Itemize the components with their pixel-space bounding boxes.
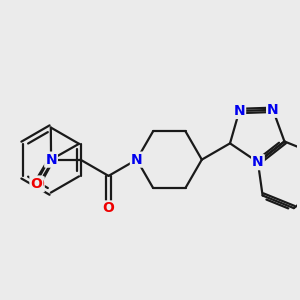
Text: N: N (252, 155, 264, 169)
Text: N: N (131, 153, 142, 166)
Text: O: O (30, 176, 42, 190)
Text: N: N (233, 104, 245, 118)
Text: N: N (45, 153, 57, 166)
Text: O: O (103, 201, 115, 215)
Text: O: O (32, 177, 44, 191)
Text: N: N (267, 103, 279, 117)
